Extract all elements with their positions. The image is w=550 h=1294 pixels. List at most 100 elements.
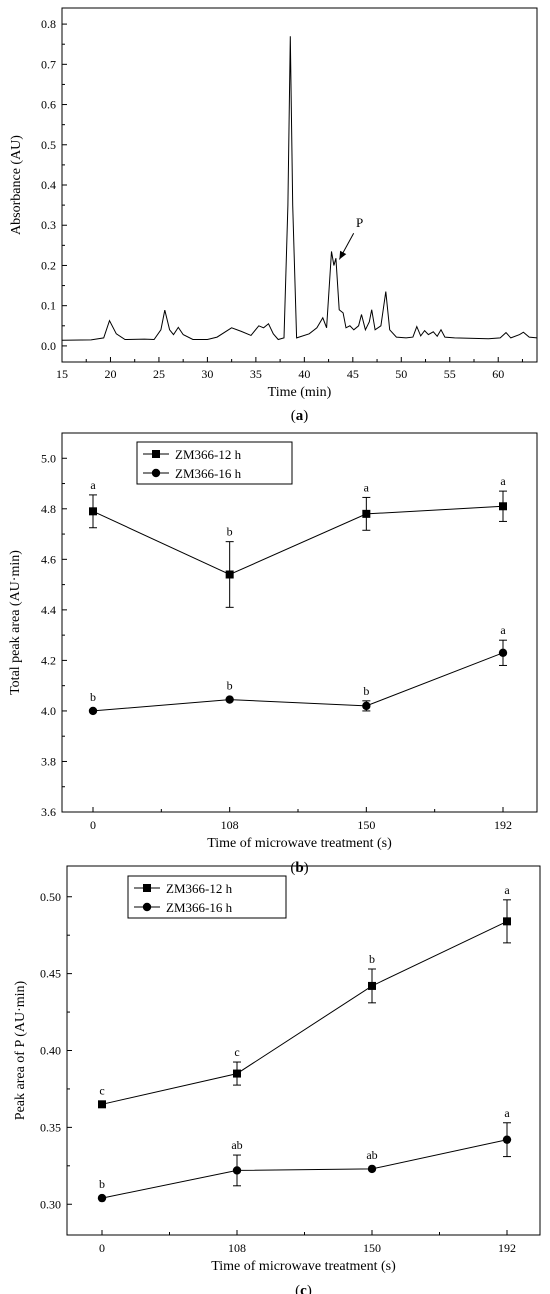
data-point-square <box>368 981 376 990</box>
data-point-square <box>98 1100 106 1109</box>
panel-c: 0 108 150 1920.300.350.400.450.50ccbabababa… <box>13 865 541 1294</box>
significance-letter: b <box>227 679 233 693</box>
data-point-square <box>233 1069 241 1078</box>
data-point-square <box>89 507 97 516</box>
x-axis-label: Time (min) <box>268 385 332 400</box>
panel-a: 15 20 25 30 35 40 45 50 55 60 0.0 0.1 0.2 0.3 0.4 0.5 0.… <box>9 7 538 424</box>
data-point-circle <box>367 1164 377 1174</box>
annotation-label: P <box>356 215 363 230</box>
x-tick-label: 15 <box>56 367 68 381</box>
data-point-square <box>503 917 511 926</box>
legend-marker-circle <box>151 468 161 478</box>
series-line <box>101 920 508 1105</box>
data-point-circle <box>97 1193 107 1203</box>
data-point-square <box>362 509 371 518</box>
data-point-circle <box>225 695 234 704</box>
plot-frame <box>66 865 541 1236</box>
y-tick-label: 3.8 <box>41 754 56 768</box>
y-axis-label: Absorbance (AU) <box>9 135 24 235</box>
y-tick-label: 0.50 <box>40 890 61 904</box>
legend-label: ZM366-16 h <box>166 900 233 915</box>
y-tick-label: 0.4 <box>41 178 56 192</box>
legend: ZM366-12 h ZM366-16 h <box>127 875 287 919</box>
y-tick-label: 0.8 <box>41 17 56 31</box>
x-tick-label: 192 <box>498 1241 516 1255</box>
y-tick-label: 4.8 <box>41 502 56 516</box>
data-point-circle <box>498 648 508 658</box>
data-point-circle <box>362 701 371 711</box>
significance-letter: a <box>90 478 96 492</box>
y-tick-label: 4.4 <box>41 603 56 617</box>
x-tick-label: 50 <box>395 367 407 381</box>
y-tick-label: 0.0 <box>41 339 56 353</box>
x-tick-label: 45 <box>347 367 359 381</box>
chromatogram-trace <box>61 36 538 341</box>
series-line <box>92 652 504 712</box>
y-tick-label: 5.0 <box>41 451 56 465</box>
y-tick-label: 0.30 <box>40 1197 61 1211</box>
legend-box <box>127 875 287 919</box>
data-point-square <box>225 570 234 579</box>
x-tick-label: 192 <box>494 818 512 832</box>
legend: ZM366-12 h ZM366-16 h <box>136 441 293 485</box>
significance-letter: ab <box>366 1148 377 1162</box>
y-tick-label: 0.5 <box>41 138 56 152</box>
x-tick-label: 55 <box>444 367 456 381</box>
x-axis-label: Time of microwave treatment (s) <box>211 1259 396 1274</box>
annotation-arrow-head <box>339 250 347 260</box>
x-tick-label: 150 <box>357 818 375 832</box>
significance-letter: b <box>99 1177 105 1191</box>
legend-label: ZM366-12 h <box>166 881 233 896</box>
significance-letter: b <box>227 525 233 539</box>
legend-label: ZM366-12 h <box>175 447 242 462</box>
y-tick-label: 3.6 <box>41 805 56 819</box>
series-line <box>92 505 504 576</box>
x-tick-label: 150 <box>363 1241 381 1255</box>
x-tick-label: 0 <box>99 1241 105 1255</box>
series-line <box>101 1139 508 1199</box>
significance-letter: b <box>369 952 375 966</box>
significance-letter: a <box>504 1106 510 1120</box>
x-tick-label: 108 <box>221 818 239 832</box>
legend-marker-circle <box>142 902 152 912</box>
legend-label: ZM366-16 h <box>175 466 242 481</box>
x-tick-label: 30 <box>201 367 213 381</box>
x-tick-label: 40 <box>298 367 310 381</box>
legend-marker-square <box>152 450 160 458</box>
significance-letter: c <box>234 1045 239 1059</box>
significance-letter: b <box>363 684 369 698</box>
y-tick-label: 4.2 <box>41 653 56 667</box>
plot-frame <box>61 7 538 363</box>
legend-marker-square <box>143 884 151 892</box>
y-tick-label: 0.6 <box>41 98 56 112</box>
y-tick-label: 4.0 <box>41 704 56 718</box>
x-tick-label: 0 <box>90 818 96 832</box>
data-point-circle <box>88 706 98 716</box>
significance-letter: a <box>500 623 506 637</box>
y-tick-label: 0.1 <box>41 299 56 313</box>
y-tick-label: 0.40 <box>40 1044 61 1058</box>
y-tick-label: 0.3 <box>41 218 56 232</box>
y-tick-label: 0.35 <box>40 1120 61 1134</box>
significance-letter: a <box>504 883 510 897</box>
x-tick-label: 25 <box>153 367 165 381</box>
significance-letter: c <box>99 1083 104 1097</box>
y-tick-label: 4.6 <box>41 552 56 566</box>
plot-frame <box>61 432 538 813</box>
significance-letter: b <box>90 690 96 704</box>
x-axis-label: Time of microwave treatment (s) <box>207 836 392 851</box>
x-tick-label: 20 <box>104 367 116 381</box>
significance-letter: ab <box>231 1138 242 1152</box>
data-point-square <box>499 502 507 511</box>
y-axis-label: Peak area of P (AU·min) <box>13 980 28 1120</box>
panel-label: (b) <box>290 860 308 876</box>
panel-label: (c) <box>295 1283 312 1294</box>
x-tick-label: 108 <box>228 1241 246 1255</box>
panel-label: (a) <box>291 408 309 424</box>
y-tick-label: 0.45 <box>40 967 61 981</box>
x-tick-label: 60 <box>492 367 504 381</box>
y-axis-label: Total peak area (AU·min) <box>8 550 23 695</box>
y-tick-label: 0.7 <box>41 57 56 71</box>
data-point-circle <box>232 1166 242 1175</box>
